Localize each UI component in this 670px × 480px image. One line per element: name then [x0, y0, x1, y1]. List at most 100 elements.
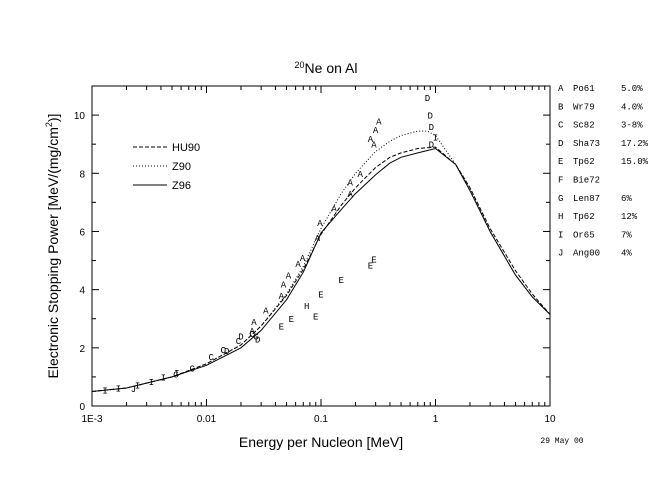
reference-name: Po61 [573, 84, 595, 94]
data-point-d: D [425, 94, 430, 104]
data-point-a: A [358, 170, 364, 180]
axis-ticks [91, 85, 550, 407]
data-point-i: I [135, 382, 140, 392]
reference-name: Ang00 [573, 249, 600, 259]
data-point-a: A [249, 327, 255, 337]
data-point-j: J [131, 385, 136, 395]
data-point-d: D [224, 347, 229, 357]
x-tick-label: 0.1 [314, 414, 328, 425]
reference-key: D [558, 139, 563, 149]
data-point-c: C [221, 346, 227, 356]
reference-key: A [558, 84, 564, 94]
data-point-d: D [429, 123, 434, 133]
reference-key: E [558, 157, 563, 167]
y-tick-label: 8 [79, 169, 85, 180]
reference-name: Or65 [573, 230, 595, 240]
reference-error: 7% [621, 230, 632, 240]
y-axis-label-main: Electronic Stopping Power [MeV/(mg/cm [45, 127, 61, 378]
x-tick-labels: 1E-3 0.01 0.1 1 10 [81, 414, 556, 425]
data-point-i: I [433, 133, 438, 143]
x-tick-label: 1 [433, 414, 439, 425]
y-tick-label: 6 [79, 227, 85, 238]
data-point-a: A [286, 272, 292, 282]
reference-name: Sha73 [573, 139, 600, 149]
reference-key: B [558, 102, 564, 112]
data-point-g: G [253, 333, 258, 343]
x-tick-label: 10 [544, 414, 556, 425]
data-point-e: E [289, 315, 294, 325]
data-point-d: D [238, 333, 243, 343]
reference-legend: A Po61 5.0%B Wr79 4.0%C Sc82 3-8%D Sha73 17.2%E T… [558, 84, 649, 259]
data-point-a: A [295, 260, 301, 270]
reference-name: Tp62 [573, 157, 595, 167]
reference-error: 4% [621, 249, 632, 259]
reference-key: I [558, 230, 563, 240]
data-point-c: C [189, 365, 195, 375]
reference-error: 15.0% [621, 157, 649, 167]
legend-label-z96: Z96 [172, 180, 191, 192]
data-point-c: C [236, 337, 242, 347]
data-point-a: A [300, 254, 306, 264]
data-point-c: C [173, 371, 179, 381]
data-point-i: I [161, 373, 166, 383]
series-line-z96 [91, 147, 551, 392]
y-tick-label: 4 [79, 286, 85, 297]
data-point-d: D [428, 112, 433, 122]
x-tick-label: 0.01 [197, 414, 217, 425]
y-axis-label-superscript: 2 [44, 122, 54, 127]
y-tick-label: 0 [79, 402, 85, 413]
data-point-i: I [102, 387, 107, 397]
reference-error: 4.0% [621, 102, 643, 112]
legend-label-hu90: HU90 [172, 142, 200, 154]
y-tick-labels: 0 2 4 6 8 10 [74, 111, 86, 413]
data-point-a: A [317, 219, 323, 229]
x-axis-label: Energy per Nucleon [MeV] [239, 434, 403, 450]
y-axis-label-end: )] [45, 114, 61, 123]
reference-key: C [558, 121, 564, 131]
series-line-z90 [91, 130, 551, 392]
data-point-i: I [116, 384, 121, 394]
data-point-h: H [304, 302, 309, 312]
reference-key: J [558, 249, 563, 259]
data-point-a: A [371, 141, 377, 151]
data-point-a: A [279, 292, 285, 302]
data-point-e: E [368, 261, 373, 271]
y-tick-label: 2 [79, 344, 85, 355]
reference-key: F [558, 176, 563, 186]
data-point-a: A [368, 135, 374, 145]
y-axis-label: Electronic Stopping Power [MeV/(mg/cm2)] [44, 114, 61, 379]
data-point-c: C [249, 330, 255, 340]
series-line-hu90 [91, 146, 551, 392]
reference-error: 12% [621, 212, 638, 222]
data-point-c: C [209, 353, 215, 363]
curve-legend: HU90 Z90 Z96 [133, 142, 200, 192]
reference-name: Tp62 [573, 212, 595, 222]
data-point-a: A [251, 318, 257, 328]
data-point-d: D [255, 336, 260, 346]
data-point-a: A [331, 205, 337, 215]
date-stamp: 29 May 00 [540, 437, 583, 446]
x-tick-label: 1E-3 [81, 414, 103, 425]
reference-error: 17.2% [621, 139, 649, 149]
data-point-a: A [281, 280, 287, 290]
plot-area [91, 85, 551, 407]
reference-name: Sc82 [573, 121, 595, 131]
reference-key: G [558, 194, 563, 204]
data-point-e: E [318, 291, 323, 301]
reference-key: H [558, 212, 563, 222]
reference-name: Wr79 [573, 102, 595, 112]
data-point-a: A [373, 126, 379, 136]
series-curves [91, 130, 551, 392]
reference-error: 6% [621, 194, 632, 204]
data-point-d: D [429, 141, 434, 151]
y-tick-label: 10 [74, 111, 86, 122]
data-point-a: A [348, 179, 354, 189]
data-point-a: A [263, 307, 269, 317]
chart-title-superscript: 20 [295, 60, 305, 70]
data-point-a: A [315, 234, 321, 244]
data-point-a: A [348, 190, 354, 200]
data-point-a: A [376, 117, 382, 127]
chart-title: 20Ne on Al [295, 60, 358, 76]
legend-label-z90: Z90 [172, 161, 191, 173]
